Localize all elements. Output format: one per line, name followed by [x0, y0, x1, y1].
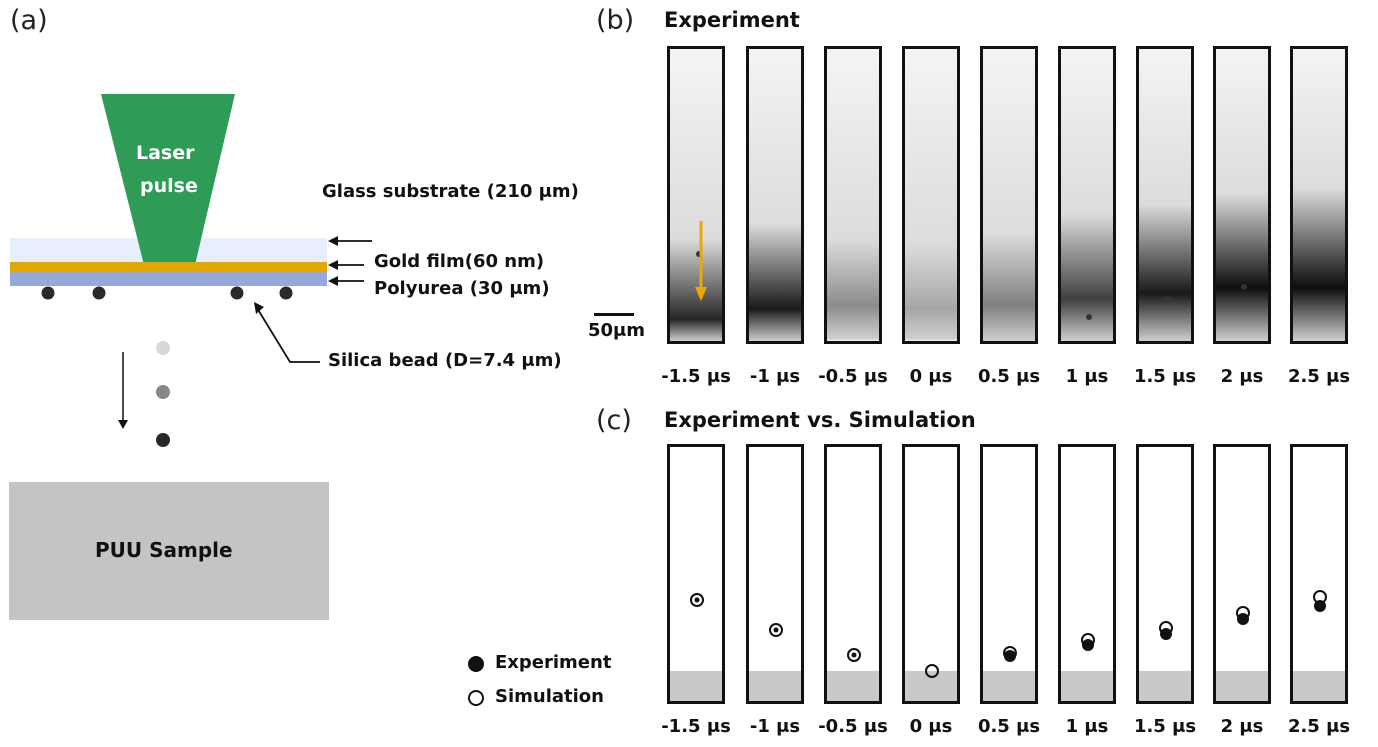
- substrate-region: [983, 671, 1035, 701]
- flying-bead: [156, 341, 170, 355]
- simulation-marker: [1236, 606, 1250, 620]
- simulation-marker: [1003, 646, 1017, 660]
- simulation-frame: [1290, 444, 1348, 704]
- simulation-time-label: 1.5 μs: [1133, 716, 1197, 737]
- scale-bar: [594, 313, 634, 316]
- laser-label-line1: Laser: [136, 142, 195, 164]
- bead-mark: [774, 294, 780, 300]
- bead-mark: [1318, 266, 1324, 272]
- simulation-frame: [1058, 444, 1116, 704]
- substrate-region: [1061, 671, 1113, 701]
- experiment-time-label: 0 μs: [909, 366, 953, 387]
- experiment-frame: [1058, 46, 1116, 344]
- experiment-title: Experiment: [664, 8, 800, 32]
- experiment-frame: [980, 46, 1038, 344]
- puu-sample-label: PUU Sample: [95, 538, 233, 562]
- silica-bead: [279, 286, 293, 300]
- simulation-time-label: 0.5 μs: [977, 716, 1041, 737]
- experiment-time-label: -1.5 μs: [661, 366, 731, 387]
- flying-bead: [156, 385, 170, 399]
- simulation-marker: [1081, 633, 1095, 647]
- simulation-time-label: 0 μs: [909, 716, 953, 737]
- puu-sample: [9, 482, 329, 620]
- simulation-frame: [824, 444, 882, 704]
- legend-experiment: Experiment: [495, 652, 612, 673]
- panel-label-a: (a): [10, 5, 48, 36]
- simulation-time-label: 2.5 μs: [1287, 716, 1351, 737]
- experiment-marker: [694, 597, 700, 603]
- laser-pulse: [101, 94, 235, 265]
- simulation-frame: [902, 444, 960, 704]
- polyurea-layer: [10, 271, 327, 286]
- simulation-marker: [769, 623, 783, 637]
- experiment-time-label: -1 μs: [749, 366, 801, 387]
- flying-bead: [156, 433, 170, 447]
- substrate-region: [749, 671, 801, 701]
- simulation-time-label: 2 μs: [1220, 716, 1264, 737]
- experiment-frame: [667, 46, 725, 344]
- experiment-time-label: 2.5 μs: [1287, 366, 1351, 387]
- simulation-marker: [690, 593, 704, 607]
- setup-schematic: [9, 94, 372, 620]
- silica-bead: [92, 286, 106, 300]
- simulation-frame: [1213, 444, 1271, 704]
- substrate-region: [1293, 671, 1345, 701]
- simulation-frame: [746, 444, 804, 704]
- bead-mark: [1164, 296, 1170, 302]
- glass-substrate-label: Glass substrate (210 μm): [322, 181, 579, 202]
- legend-simulation-icon: [468, 690, 484, 706]
- substrate-region: [1216, 671, 1268, 701]
- experiment-frame: [1290, 46, 1348, 344]
- simulation-time-label: -0.5 μs: [818, 716, 888, 737]
- bead-mark: [1241, 284, 1247, 290]
- gold-film-label: Gold film(60 nm): [374, 251, 545, 272]
- experiment-time-label: 1 μs: [1065, 366, 1109, 387]
- polyurea-label: Polyurea (30 μm): [374, 278, 550, 299]
- silica-bead-label: Silica bead (D=7.4 μm): [328, 350, 562, 371]
- experiment-frame: [1213, 46, 1271, 344]
- simulation-marker: [1159, 621, 1173, 635]
- simulation-time-label: -1 μs: [749, 716, 801, 737]
- laser-label-line2: pulse: [140, 175, 198, 197]
- experiment-marker: [773, 627, 779, 633]
- simulation-frame: [980, 444, 1038, 704]
- experiment-time-label: 1.5 μs: [1133, 366, 1197, 387]
- panel-label-c: (c): [596, 405, 632, 436]
- experiment-frame: [1136, 46, 1194, 344]
- panel-label-b: (b): [596, 5, 635, 36]
- simulation-time-label: -1.5 μs: [661, 716, 731, 737]
- legend-simulation: Simulation: [495, 686, 604, 707]
- simulation-frame: [667, 444, 725, 704]
- bead-mark: [1086, 314, 1092, 320]
- simulation-frame: [1136, 444, 1194, 704]
- simulation-marker: [925, 664, 939, 678]
- substrate-region: [827, 671, 879, 701]
- experiment-time-label: 0.5 μs: [977, 366, 1041, 387]
- simulation-time-label: 1 μs: [1065, 716, 1109, 737]
- experiment-time-label: -0.5 μs: [818, 366, 888, 387]
- silica-bead: [41, 286, 55, 300]
- gold-film: [10, 262, 327, 271]
- simulation-marker: [1313, 590, 1327, 604]
- comparison-title: Experiment vs. Simulation: [664, 408, 976, 432]
- substrate-region: [1139, 671, 1191, 701]
- experiment-frame: [746, 46, 804, 344]
- legend-experiment-icon: [468, 656, 484, 672]
- experiment-frame: [824, 46, 882, 344]
- experiment-time-label: 2 μs: [1220, 366, 1264, 387]
- experiment-marker: [851, 652, 857, 658]
- substrate-region: [670, 671, 722, 701]
- scale-bar-label: 50μm: [588, 320, 646, 341]
- experiment-frame: [902, 46, 960, 344]
- simulation-marker: [847, 648, 861, 662]
- silica-bead: [230, 286, 244, 300]
